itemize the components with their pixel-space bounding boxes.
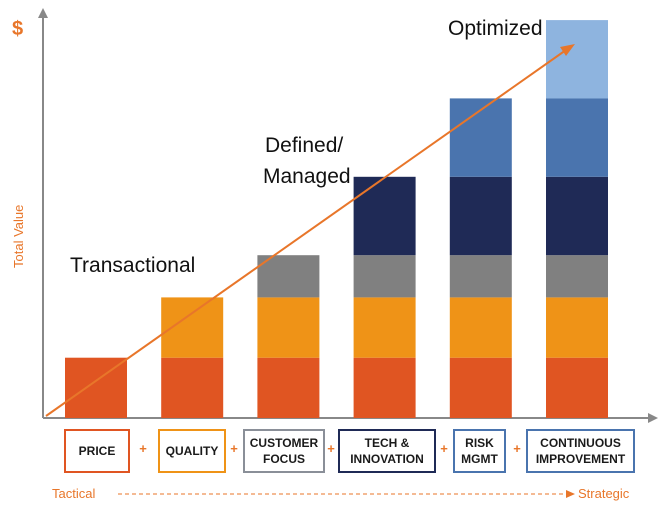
category-label-continuous-improvement: CONTINUOUS IMPROVEMENT (526, 429, 635, 473)
stage-label-defined-line2: Managed (263, 165, 351, 188)
plus-sign: + (440, 441, 448, 456)
stage-label-defined-line1: Defined/ (265, 134, 343, 157)
stage-label-transactional: Transactional (70, 254, 195, 277)
category-label-customer-focus: CUSTOMER FOCUS (243, 429, 325, 473)
stage-label-optimized: Optimized (448, 17, 543, 40)
bar-segment-customer-focus (449, 255, 512, 298)
bar-segment-price (546, 357, 608, 418)
plus-sign: + (513, 441, 521, 456)
bar-segment-tech-innovation (353, 176, 416, 256)
bar-segment-quality (353, 297, 416, 358)
plus-sign: + (327, 441, 335, 456)
plus-sign: + (230, 441, 238, 456)
bar-segment-tech-innovation (546, 176, 608, 256)
bar-segment-price (161, 357, 224, 418)
bar-segment-risk-mgmt (546, 98, 608, 177)
bar-segment-continuous-improvement (546, 20, 608, 99)
bar-segment-quality (449, 297, 512, 358)
bar-segment-price (257, 357, 320, 418)
y-axis-arrowhead (38, 8, 48, 18)
bar-segment-customer-focus (546, 255, 608, 298)
tactical-label: Tactical (52, 486, 96, 501)
bar-segment-tech-innovation (449, 176, 512, 256)
category-label-price: PRICE (64, 429, 130, 473)
plus-sign: + (139, 441, 147, 456)
bar-segment-quality (546, 297, 608, 358)
bar-segment-customer-focus (353, 255, 416, 298)
bar-segment-price (449, 357, 512, 418)
trend-arrowhead (560, 44, 575, 56)
stage-label-defined: Defined/ Managed (263, 134, 351, 188)
bar-segment-quality (257, 297, 320, 358)
bar-segment-price (353, 357, 416, 418)
bars-group (65, 20, 608, 418)
category-label-risk-mgmt: RISK MGMT (453, 429, 506, 473)
x-axis-arrowhead (648, 413, 658, 423)
currency-symbol: $ (12, 18, 23, 40)
strategic-label: Strategic (578, 486, 630, 501)
category-label-quality: QUALITY (158, 429, 226, 473)
trend-arrow-line (45, 49, 567, 417)
bar-segment-price (65, 357, 127, 418)
category-label-tech-innovation: TECH & INNOVATION (338, 429, 436, 473)
bar-segment-customer-focus (257, 255, 320, 298)
y-axis-label: Total Value (11, 205, 26, 268)
bar-segment-risk-mgmt (449, 98, 512, 177)
tactical-strategic-arrowhead (566, 490, 575, 498)
